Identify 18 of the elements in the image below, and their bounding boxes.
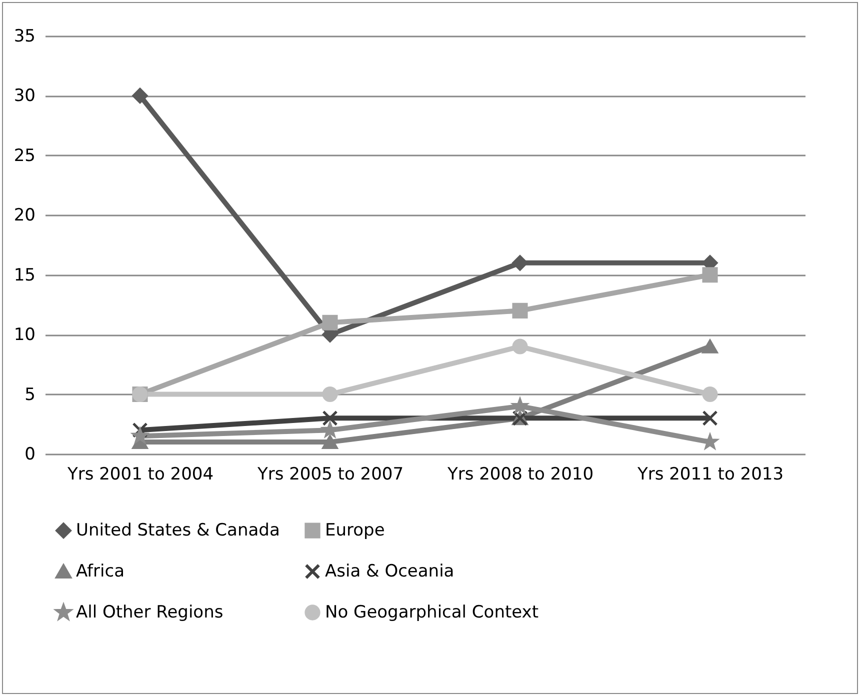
- x-tick-label: Yrs 2008 to 2010: [446, 464, 594, 484]
- y-tick-label: 20: [14, 206, 36, 226]
- legend-label: Europe: [325, 520, 385, 541]
- legend-label: United States & Canada: [76, 520, 280, 541]
- y-tick-label: 30: [14, 86, 36, 106]
- y-tick-label: 5: [24, 384, 36, 405]
- x-tick-label: Yrs 2005 to 2007: [256, 464, 404, 484]
- legend-label: No Geogarphical Context: [325, 602, 539, 622]
- y-tick-label: 15: [14, 265, 36, 286]
- y-tick-label: 0: [24, 444, 36, 464]
- legend-label: Africa: [76, 562, 124, 582]
- y-tick-label: 10: [14, 325, 36, 346]
- x-tick-label: Yrs 2011 to 2013: [636, 464, 784, 484]
- legend-label: All Other Regions: [76, 602, 224, 622]
- x-tick-label: Yrs 2001 to 2004: [66, 464, 214, 484]
- legend-label: Asia & Oceania: [325, 562, 454, 582]
- y-tick-label: 35: [14, 26, 36, 46]
- y-tick-label: 25: [14, 146, 36, 166]
